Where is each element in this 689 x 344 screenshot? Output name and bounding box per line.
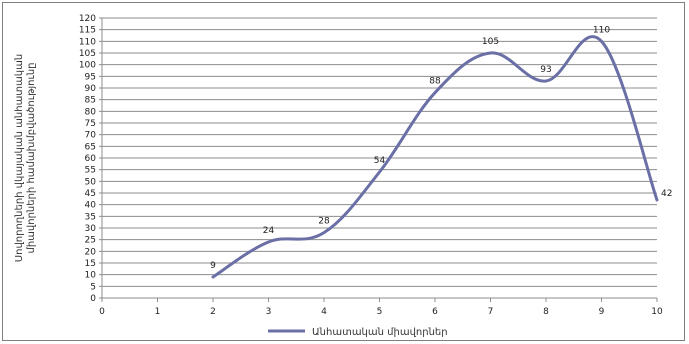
x-tick-label: 5 xyxy=(377,307,383,317)
chart-frame xyxy=(2,2,685,341)
y-tick-label: 15 xyxy=(85,259,96,269)
y-tick-label: 60 xyxy=(85,154,97,164)
y-axis-label-line: Սովորողների վկայական անհատական xyxy=(14,54,25,262)
data-label: 54 xyxy=(374,156,386,166)
x-tick-label: 7 xyxy=(488,307,494,317)
y-axis-label: Սովորողների վկայական անհատականմիավորների… xyxy=(14,54,37,262)
x-tick-label: 2 xyxy=(210,307,216,317)
data-label: 93 xyxy=(540,65,551,75)
y-tick-label: 70 xyxy=(85,131,97,141)
y-tick-label: 50 xyxy=(85,177,97,187)
y-tick-label: 20 xyxy=(85,247,97,257)
data-label: 105 xyxy=(482,37,499,47)
y-tick-label: 115 xyxy=(79,26,96,36)
x-tick-label: 8 xyxy=(543,307,549,317)
data-label: 24 xyxy=(263,226,275,236)
data-label: 42 xyxy=(661,189,672,199)
y-tick-label: 0 xyxy=(90,294,96,304)
y-tick-label: 120 xyxy=(79,14,96,24)
y-tick-label: 35 xyxy=(85,212,96,222)
y-tick-label: 5 xyxy=(90,282,96,292)
data-label: 9 xyxy=(210,261,216,271)
y-tick-label: 55 xyxy=(85,166,96,176)
legend-label: Անհատական միավորներ xyxy=(312,327,448,338)
x-tick-label: 1 xyxy=(155,307,161,317)
x-tick-label: 0 xyxy=(99,307,105,317)
y-tick-label: 10 xyxy=(85,271,97,281)
y-tick-label: 80 xyxy=(85,107,97,117)
y-tick-label: 110 xyxy=(79,37,96,47)
x-tick-label: 9 xyxy=(599,307,605,317)
y-tick-label: 100 xyxy=(79,61,96,71)
y-tick-label: 25 xyxy=(85,236,96,246)
y-axis-label-line: միավորների համախմբվածությունը xyxy=(26,62,37,253)
series-line xyxy=(211,35,659,279)
y-tick-label: 105 xyxy=(79,49,96,59)
y-tick-label: 45 xyxy=(85,189,96,199)
y-tick-label: 90 xyxy=(85,84,97,94)
y-tick-label: 75 xyxy=(85,119,96,129)
y-tick-label: 30 xyxy=(85,224,97,234)
x-tick-label: 3 xyxy=(266,307,272,317)
y-tick-label: 40 xyxy=(85,201,97,211)
x-tick-label: 10 xyxy=(651,307,663,317)
x-tick-label: 6 xyxy=(432,307,438,317)
y-tick-label: 95 xyxy=(85,72,96,82)
y-tick-label: 85 xyxy=(85,96,96,106)
data-label: 88 xyxy=(429,77,441,87)
y-tick-label: 65 xyxy=(85,142,96,152)
data-label: 110 xyxy=(593,25,610,35)
data-label: 28 xyxy=(318,217,330,227)
x-tick-label: 4 xyxy=(321,307,327,317)
